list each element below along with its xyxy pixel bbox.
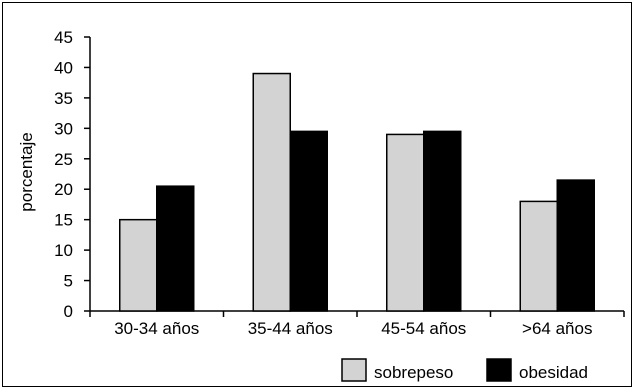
x-axis: 30-34 años 35-44 años 45-54 años >64 años <box>89 310 625 338</box>
bar-obesidad <box>156 185 195 312</box>
y-tick-label: 35 <box>54 89 73 108</box>
x-tick-label: 45-54 años <box>381 319 466 338</box>
bar-obesidad <box>423 130 462 312</box>
legend-label-sobrepeso: sobrepeso <box>374 363 453 382</box>
y-tick-label: 40 <box>54 58 73 77</box>
bars <box>119 72 595 312</box>
x-tick-label: >64 años <box>522 319 592 338</box>
legend-swatch-sobrepeso <box>341 358 367 382</box>
y-tick-label: 5 <box>64 272 73 291</box>
bar-obesidad <box>289 130 328 312</box>
legend-swatch-obesidad <box>486 358 512 382</box>
legend: sobrepeso obesidad <box>341 358 588 382</box>
legend-label-obesidad: obesidad <box>519 363 588 382</box>
bar-sobrepeso <box>119 218 158 312</box>
y-axis-label: porcentaje <box>17 132 36 211</box>
y-tick-label: 25 <box>54 150 73 169</box>
y-tick-label: 30 <box>54 119 73 138</box>
y-tick-label: 15 <box>54 211 73 230</box>
y-tick-label: 45 <box>54 28 73 47</box>
x-tick-label: 30-34 años <box>114 319 199 338</box>
bar-sobrepeso <box>252 72 291 312</box>
y-tick-label: 0 <box>64 302 73 321</box>
bar-sobrepeso <box>386 133 425 312</box>
bar-sobrepeso <box>519 200 558 312</box>
y-tick-label: 10 <box>54 241 73 260</box>
x-tick-label: 35-44 años <box>248 319 333 338</box>
y-axis: 0 5 10 15 20 25 30 35 40 45 <box>54 28 91 321</box>
y-tick-label: 20 <box>54 180 73 199</box>
bar-obesidad <box>556 179 595 312</box>
